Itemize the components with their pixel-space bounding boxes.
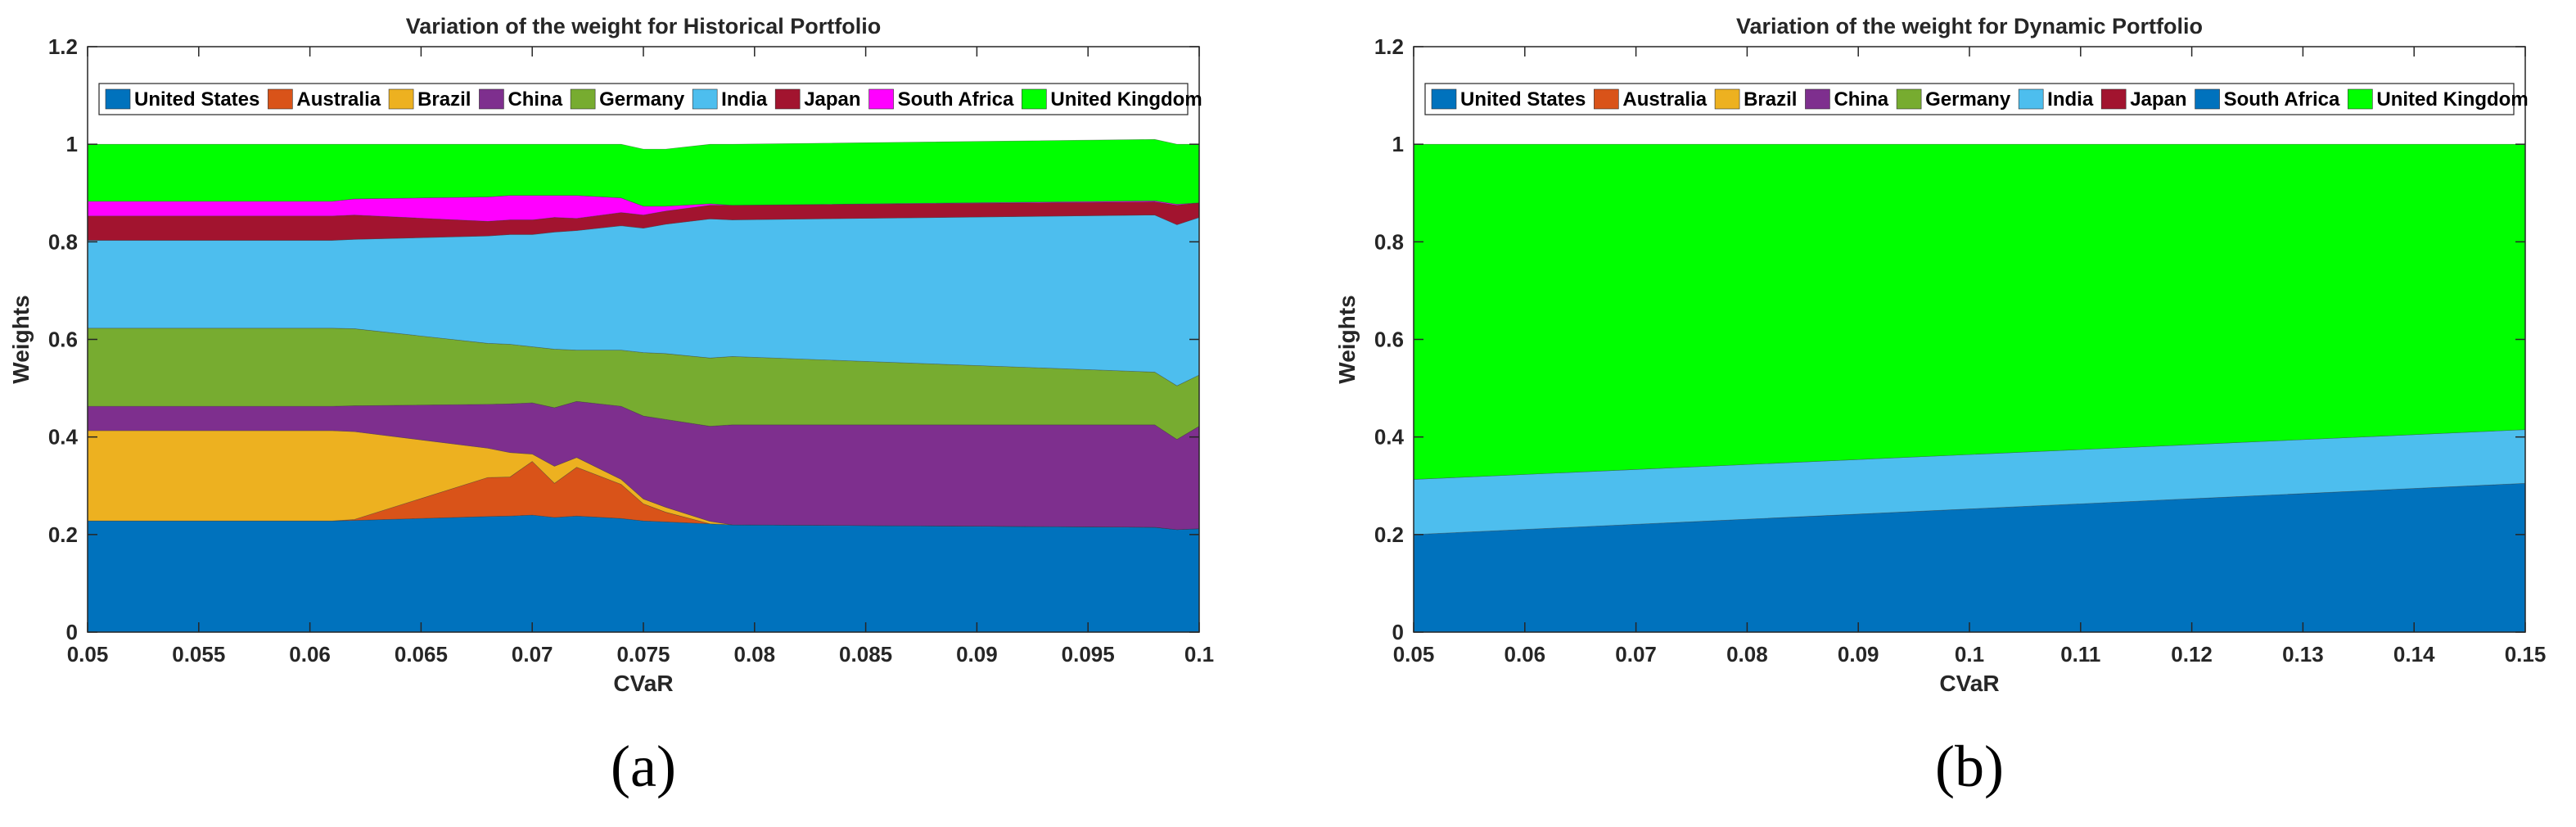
- y-axis-label: Weights: [1334, 295, 1360, 383]
- x-axis-label: CVaR: [613, 671, 673, 696]
- x-tick-label: 0.07: [512, 642, 553, 667]
- x-tick-label: 0.075: [616, 642, 670, 667]
- y-tick-label: 1: [66, 132, 78, 156]
- chart-b: 0 0.2 0.4 0.6 0.8 1 1.2 0.05 0.06 0.07 0.08 0.09 0.1…: [1334, 14, 2546, 799]
- chart-title: Variation of the weight for Historical P…: [406, 14, 882, 38]
- area-united-kingdom: [87, 138, 1200, 207]
- area-united-kingdom: [1413, 143, 2526, 480]
- y-tick-label: 0.2: [1374, 522, 1404, 547]
- legend-label: Japan: [2130, 88, 2186, 111]
- legend-label: United States: [1460, 88, 1586, 111]
- x-tick-label: 0.11: [2060, 642, 2100, 667]
- legend-swatch: [1805, 88, 1830, 110]
- y-tick-label: 0.8: [1374, 229, 1404, 254]
- x-tick-label: 0.14: [2393, 642, 2435, 667]
- x-tick-label: 0.055: [172, 642, 225, 667]
- x-tick-label: 0.1: [1955, 642, 1984, 667]
- legend-swatch: [570, 88, 596, 110]
- legend-swatch: [2195, 88, 2220, 110]
- x-tick-label: 0.1: [1184, 642, 1214, 667]
- legend-swatch: [1431, 88, 1457, 110]
- y-axis-label: Weights: [8, 295, 34, 383]
- legend-swatch: [105, 88, 131, 110]
- legend-label: United States: [134, 88, 259, 111]
- legend-swatch: [1714, 88, 1740, 110]
- legend-swatch: [1022, 88, 1047, 110]
- legend-swatch: [388, 88, 414, 110]
- legend-swatch: [868, 88, 894, 110]
- legend-swatch: [268, 88, 293, 110]
- y-tick-label: 0.6: [1374, 328, 1404, 352]
- x-tick-label: 0.07: [1615, 642, 1657, 667]
- legend-label: India: [2047, 88, 2094, 111]
- legend-label: South Africa: [2224, 88, 2340, 111]
- x-tick-label: 0.065: [395, 642, 448, 667]
- panel-label: (b): [1935, 734, 2004, 799]
- chart-a: 0 0.2 0.4 0.6 0.8 1 1.2 0.05 0.055 0.06 0.065 0.07 0…: [8, 14, 1214, 799]
- legend-label: Australia: [1622, 88, 1707, 111]
- legend-label: Brazil: [417, 88, 471, 111]
- legend: United States Australia Brazil China Germany…: [1424, 83, 2529, 115]
- legend-label: Germany: [599, 88, 685, 111]
- legend-swatch: [479, 88, 504, 110]
- y-tick-label: 0.8: [48, 229, 78, 254]
- legend-label: Australia: [296, 88, 381, 111]
- panel-label: (a): [611, 734, 676, 799]
- y-tick-label: 0.4: [48, 425, 79, 450]
- legend-label: Japan: [804, 88, 860, 111]
- legend-swatch: [692, 88, 718, 110]
- legend-label: India: [721, 88, 768, 111]
- y-tick-label: 1.2: [48, 34, 78, 59]
- x-tick-label: 0.08: [1726, 642, 1768, 667]
- x-tick-label: 0.13: [2282, 642, 2324, 667]
- x-tick-label: 0.06: [289, 642, 331, 667]
- legend-label: China: [1834, 88, 1888, 111]
- legend-swatch: [2018, 88, 2044, 110]
- x-tick-label: 0.05: [67, 642, 109, 667]
- y-tick-label: 0: [1392, 620, 1404, 644]
- legend-label: Brazil: [1744, 88, 1797, 111]
- y-tick-label: 1.2: [1374, 34, 1404, 59]
- x-axis-label: CVaR: [1939, 671, 1999, 696]
- legend-swatch: [2348, 88, 2373, 110]
- area-united-states: [87, 514, 1200, 633]
- legend-swatch: [1594, 88, 1619, 110]
- x-tick-label: 0.08: [733, 642, 775, 667]
- legend-label: United Kingdom: [2376, 88, 2528, 111]
- legend-label: United Kingdom: [1050, 88, 1202, 111]
- x-tick-label: 0.085: [839, 642, 892, 667]
- x-tick-label: 0.09: [956, 642, 998, 667]
- x-tick-label: 0.12: [2171, 642, 2213, 667]
- x-tick-label: 0.095: [1062, 642, 1115, 667]
- y-tick-label: 0.6: [48, 328, 78, 352]
- legend-label: Germany: [1925, 88, 2011, 111]
- y-tick-label: 1: [1392, 132, 1404, 156]
- legend-swatch: [774, 88, 801, 110]
- y-tick-label: 0.2: [48, 522, 78, 547]
- legend-swatch: [2100, 88, 2127, 110]
- legend: United States Australia Brazil China Germany…: [98, 83, 1202, 115]
- x-tick-label: 0.09: [1838, 642, 1879, 667]
- y-tick-label: 0.4: [1374, 425, 1405, 450]
- x-tick-label: 0.06: [1504, 642, 1545, 667]
- chart-title: Variation of the weight for Dynamic Port…: [1736, 14, 2203, 38]
- legend-label: South Africa: [898, 88, 1014, 111]
- y-tick-label: 0: [66, 620, 78, 644]
- legend-swatch: [1896, 88, 1922, 110]
- x-tick-label: 0.15: [2505, 642, 2547, 667]
- legend-label: China: [508, 88, 562, 111]
- x-tick-label: 0.05: [1393, 642, 1435, 667]
